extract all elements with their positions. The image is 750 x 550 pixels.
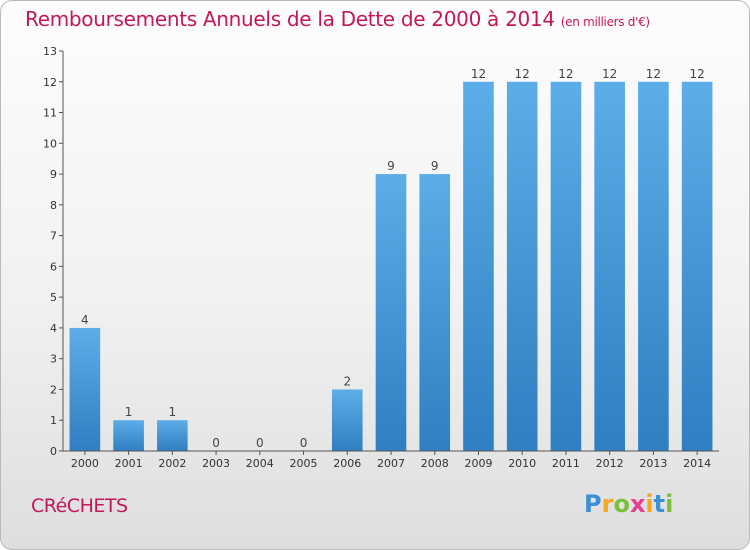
bar-2011 xyxy=(550,81,582,452)
y-tick-label-12: 12 xyxy=(43,76,57,89)
x-tick-label-2009: 2009 xyxy=(464,457,492,470)
y-tick-label-10: 10 xyxy=(43,137,57,150)
data-label-2013: 12 xyxy=(646,67,661,81)
commune-name: CRéCHETS xyxy=(31,495,128,517)
x-tick-label-2010: 2010 xyxy=(508,457,536,470)
axes-group: 2000 2001 2002 2003 2004 2005 2006 2007 2008 2009… xyxy=(43,45,719,470)
logo-letter: t xyxy=(653,490,666,518)
y-tick-label-11: 11 xyxy=(43,107,57,120)
data-label-2005: 0 xyxy=(300,436,308,450)
y-tick-label-0: 0 xyxy=(50,445,57,458)
chart-title: Remboursements Annuels de la Dette de 20… xyxy=(25,7,650,31)
x-tick-label-2000: 2000 xyxy=(71,457,99,470)
y-tick-label-5: 5 xyxy=(50,291,57,304)
y-tick-label-4: 4 xyxy=(50,322,57,335)
bar-2000 xyxy=(69,327,101,451)
data-label-2002: 1 xyxy=(169,405,177,419)
bar-2009 xyxy=(463,81,494,452)
data-label-2003: 0 xyxy=(212,436,220,450)
x-tick-label-2013: 2013 xyxy=(639,457,667,470)
bar-2008 xyxy=(419,174,451,452)
data-label-2012: 12 xyxy=(602,67,617,81)
y-tick-label-3: 3 xyxy=(50,353,57,366)
x-tick-label-2007: 2007 xyxy=(377,457,405,470)
bar-2010 xyxy=(506,81,538,452)
data-label-2008: 9 xyxy=(431,159,439,173)
logo-letter: r xyxy=(601,490,614,518)
x-tick-label-2006: 2006 xyxy=(333,457,361,470)
y-tick-label-8: 8 xyxy=(50,199,57,212)
data-label-2010: 12 xyxy=(515,67,530,81)
data-label-2000: 4 xyxy=(81,313,89,327)
x-tick-label-2003: 2003 xyxy=(202,457,230,470)
logo-letter: x xyxy=(629,490,646,518)
y-tick-label-7: 7 xyxy=(50,230,57,243)
logo-letter: o xyxy=(613,490,630,518)
bars-group xyxy=(69,81,713,452)
bar-2001 xyxy=(113,420,144,451)
x-tick-label-2005: 2005 xyxy=(290,457,318,470)
data-label-2006: 2 xyxy=(343,374,351,388)
x-tick-label-2002: 2002 xyxy=(158,457,186,470)
x-tick-label-2001: 2001 xyxy=(115,457,143,470)
x-tick-label-2011: 2011 xyxy=(552,457,580,470)
bar-2014 xyxy=(681,81,713,452)
y-tick-label-1: 1 xyxy=(50,414,57,427)
bar-2007 xyxy=(375,174,407,452)
bar-2013 xyxy=(638,81,669,452)
data-labels-group: 4 1 1 0 0 0 2 9 9 12 12 12 12 12 12 xyxy=(81,67,705,450)
data-label-2014: 12 xyxy=(689,67,704,81)
proxiti-logo[interactable]: Proxiti xyxy=(584,490,673,518)
x-tick-label-2008: 2008 xyxy=(421,457,449,470)
data-label-2004: 0 xyxy=(256,436,264,450)
y-tick-label-2: 2 xyxy=(50,383,57,396)
x-tick-label-2004: 2004 xyxy=(246,457,274,470)
y-tick-label-6: 6 xyxy=(50,260,57,273)
x-tick-label-2014: 2014 xyxy=(683,457,711,470)
data-label-2011: 12 xyxy=(558,67,573,81)
x-tick-label-2012: 2012 xyxy=(596,457,624,470)
y-tick-label-9: 9 xyxy=(50,168,57,181)
y-tick-label-13: 13 xyxy=(43,45,57,58)
chart-unit: (en milliers d'€) xyxy=(560,15,650,29)
bar-2006 xyxy=(331,389,363,451)
bar-2012 xyxy=(594,81,625,452)
data-label-2001: 1 xyxy=(125,405,133,419)
chart-title-text: Remboursements Annuels de la Dette de 20… xyxy=(25,7,555,31)
data-label-2009: 12 xyxy=(471,67,486,81)
logo-letter: i xyxy=(665,490,674,518)
data-label-2007: 9 xyxy=(387,159,395,173)
logo-letter: P xyxy=(584,490,602,518)
logo-letter: i xyxy=(645,490,654,518)
bar-2002 xyxy=(157,420,188,451)
